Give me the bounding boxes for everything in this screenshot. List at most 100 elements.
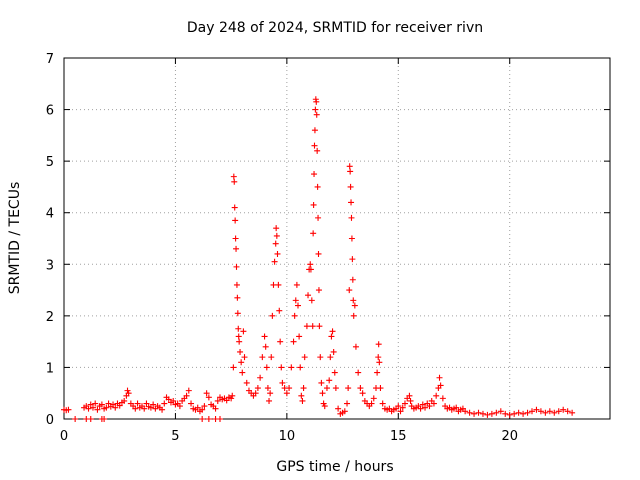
data-point (515, 409, 522, 416)
data-point (292, 297, 299, 304)
data-point (349, 256, 356, 263)
chart-title: Day 248 of 2024, SRMTID for receiver riv… (187, 20, 483, 36)
data-point (313, 98, 320, 105)
data-point (233, 263, 240, 270)
data-point (551, 409, 558, 416)
data-point (232, 235, 239, 242)
data-point (308, 297, 315, 304)
data-point (349, 276, 356, 283)
data-point (236, 338, 243, 345)
data-point (376, 359, 383, 366)
y-tick-label: 4 (46, 207, 54, 222)
data-point (98, 401, 105, 408)
data-point (286, 385, 293, 392)
data-point (315, 214, 322, 221)
data-point (407, 397, 414, 404)
data-point (399, 404, 406, 411)
data-point (103, 404, 110, 411)
y-tick-label: 6 (46, 104, 54, 119)
data-point (124, 387, 131, 394)
data-point (297, 364, 304, 371)
data-point (479, 410, 486, 417)
data-point (475, 409, 482, 416)
data-point (94, 406, 101, 413)
y-tick-label: 7 (46, 52, 54, 67)
data-point (433, 392, 440, 399)
data-point (203, 390, 210, 397)
data-point (261, 333, 268, 340)
data-point (112, 404, 119, 411)
data-point (233, 281, 240, 288)
data-point (234, 310, 241, 317)
data-point (379, 400, 386, 407)
data-point (312, 106, 319, 113)
data-point (370, 395, 377, 402)
data-point (229, 392, 236, 399)
data-point (105, 400, 112, 407)
y-tick-label: 0 (46, 413, 54, 428)
data-point (275, 281, 282, 288)
data-point (273, 232, 280, 239)
data-point (430, 400, 437, 407)
data-point (291, 312, 298, 319)
x-tick-label: 20 (501, 429, 518, 444)
axis-ticks: 0 5 10 15 20 0 1 2 3 4 5 6 7 (46, 52, 610, 444)
data-point (311, 127, 318, 134)
data-point (132, 405, 139, 412)
data-point (278, 364, 285, 371)
data-point (315, 287, 322, 294)
data-point (238, 359, 245, 366)
data-point (569, 409, 576, 416)
data-point (223, 397, 230, 404)
data-point (524, 409, 531, 416)
data-point (406, 392, 413, 399)
data-point (276, 307, 283, 314)
data-point (502, 410, 509, 417)
data-point (290, 338, 297, 345)
data-point (87, 416, 94, 422)
data-point (316, 323, 323, 330)
data-point (377, 385, 384, 392)
data-point (542, 409, 549, 416)
data-point (263, 364, 270, 371)
data-point (262, 343, 269, 350)
data-point (237, 348, 244, 355)
data-point (307, 261, 314, 268)
data-point (305, 292, 312, 299)
data-point (347, 183, 354, 190)
data-point (233, 245, 240, 252)
data-point (235, 333, 242, 340)
data-point (529, 408, 535, 415)
data-point (368, 400, 375, 407)
data-point (537, 408, 544, 415)
data-point (150, 401, 157, 408)
data-point (170, 397, 177, 404)
data-point (346, 287, 353, 294)
data-point (269, 312, 276, 319)
x-tick-label: 15 (390, 429, 407, 444)
data-point (310, 230, 317, 237)
data-point (232, 217, 239, 224)
data-point (331, 369, 338, 376)
data-point (307, 266, 314, 273)
data-point (205, 394, 212, 401)
data-point (330, 348, 337, 355)
data-point (239, 369, 246, 376)
data-point (462, 408, 469, 415)
data-point (436, 374, 443, 381)
data-point (352, 343, 359, 350)
data-point (217, 416, 223, 422)
data-point (350, 312, 357, 319)
data-point (72, 416, 79, 422)
data-point (351, 302, 358, 309)
data-point (346, 163, 353, 170)
data-point (176, 403, 183, 410)
data-point (277, 338, 284, 345)
data-point (320, 400, 327, 407)
data-point (313, 111, 320, 118)
data-point (295, 302, 301, 309)
data-point (147, 404, 154, 411)
data-point (533, 406, 540, 413)
data-point (228, 395, 235, 402)
data-point (348, 235, 355, 242)
